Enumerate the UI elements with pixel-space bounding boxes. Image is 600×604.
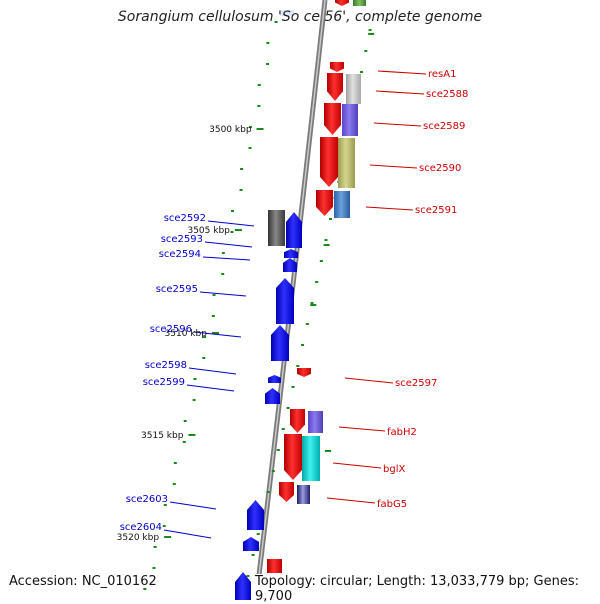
gene-arrow-sce2598 — [268, 375, 281, 383]
label-leader-line — [199, 291, 247, 297]
gene-arrow — [335, 0, 349, 6]
gene-arrow-sce2593 — [284, 249, 298, 258]
gene-category-box — [338, 138, 355, 188]
gene-category-box — [297, 485, 310, 504]
gene-arrow-sce2590 — [320, 137, 338, 187]
label-leader-line — [202, 256, 251, 261]
gene-arrow-fabH2 — [290, 409, 305, 433]
accession-text: Accession: NC_010162 — [9, 574, 157, 589]
gene-arrow — [235, 572, 251, 604]
label-leader-line — [369, 164, 418, 169]
gene-arrow-bglX — [284, 434, 302, 480]
scale-label: 3520 kbp — [117, 533, 160, 543]
gene-arrow-sce2597 — [297, 368, 311, 377]
label-leader-line — [373, 122, 422, 127]
gene-arrow-sce2594 — [283, 258, 297, 272]
gene-arrow-sce2603 — [247, 500, 264, 530]
gene-arrow-sce2592 — [286, 212, 302, 248]
gene-arrow-sce2599 — [265, 388, 280, 404]
gene-category-box — [334, 191, 350, 218]
label-leader-line — [163, 529, 212, 539]
gene-label-sce2598: sce2598 — [145, 360, 187, 371]
scale-label: 3515 kbp — [141, 431, 184, 441]
gene-label-sce2589: sce2589 — [423, 121, 465, 132]
gene-arrow — [280, 10, 294, 16]
gene-label-sce2599: sce2599 — [143, 377, 185, 388]
gene-label-sce2595: sce2595 — [156, 284, 198, 295]
gene-category-box — [302, 436, 320, 481]
gene-label-sce2593: sce2593 — [161, 234, 203, 245]
gene-arrow-sce2588 — [327, 73, 343, 101]
gene-arrow-sce2604 — [243, 537, 259, 551]
label-leader-line — [344, 377, 394, 384]
gene-label-sce2588: sce2588 — [426, 89, 468, 100]
gene-label-sce2590: sce2590 — [419, 163, 461, 174]
gene-category-box — [353, 0, 366, 6]
label-leader-line — [207, 220, 255, 227]
gene-arrow-sce2595 — [276, 278, 294, 324]
gene-label-resA1: resA1 — [428, 69, 456, 80]
label-leader-line — [186, 384, 235, 392]
gene-label-sce2596: sce2596 — [150, 324, 192, 335]
gene-category-box — [268, 210, 285, 246]
gene-label-bglX: bglX — [383, 464, 405, 475]
gene-arrow-resA1 — [330, 62, 344, 72]
gene-arrow-sce2589 — [324, 103, 341, 135]
scale-label: 3505 kbp — [187, 226, 230, 236]
label-leader-line — [365, 206, 414, 211]
scale-label: 3510 kbp — [165, 329, 208, 339]
label-leader-line — [188, 367, 237, 375]
label-leader-line — [169, 501, 217, 510]
gene-label-sce2594: sce2594 — [159, 249, 201, 260]
label-leader-line — [204, 241, 253, 248]
label-leader-line — [326, 497, 376, 504]
label-leader-line — [338, 426, 386, 432]
gene-arrow — [267, 559, 282, 573]
scale-label: 3500 kbp — [209, 125, 252, 135]
gene-label-fabG5: fabG5 — [377, 499, 407, 510]
gene-label-sce2603: sce2603 — [126, 494, 168, 505]
gene-arrow-fabG5 — [279, 482, 294, 502]
label-leader-line — [193, 331, 242, 338]
map-title: Sorangium cellulosum 'So ce 56', complet… — [117, 9, 483, 25]
gene-arrow-sce2591 — [316, 190, 333, 216]
label-leader-line — [377, 70, 427, 75]
gene-category-box — [346, 74, 361, 104]
gene-arrow-sce2596 — [271, 325, 289, 361]
gene-label-sce2591: sce2591 — [415, 205, 457, 216]
gene-label-fabH2: fabH2 — [387, 427, 417, 438]
gene-label-sce2604: sce2604 — [120, 522, 162, 533]
topology-text: Topology: circular; Length: 13,033,779 b… — [253, 574, 600, 604]
gene-category-box — [308, 411, 323, 433]
gene-label-sce2592: sce2592 — [164, 213, 206, 224]
label-leader-line — [375, 90, 425, 95]
gene-label-sce2597: sce2597 — [395, 378, 437, 389]
gene-category-box — [342, 104, 358, 136]
label-leader-line — [332, 462, 382, 469]
